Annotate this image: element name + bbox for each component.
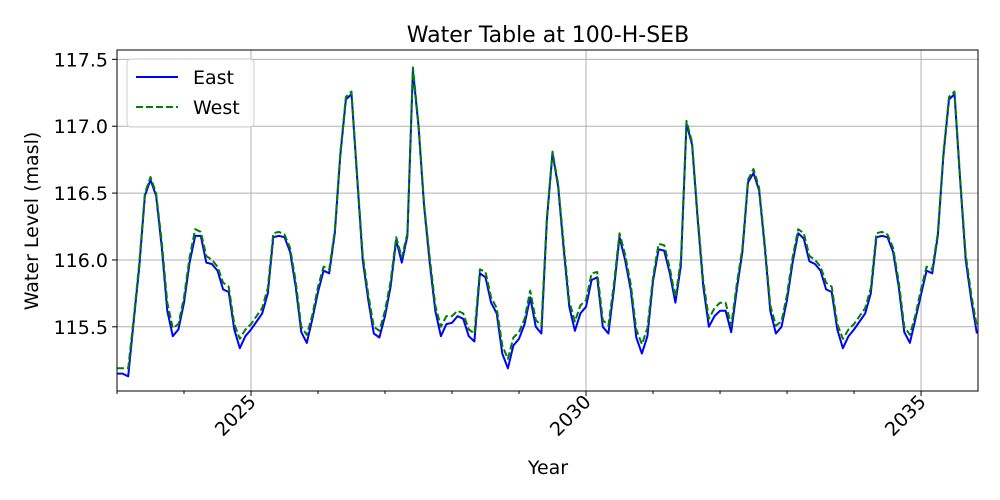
series-layer (117, 66, 978, 378)
x-tick-label: 2025 (211, 391, 261, 441)
x-tick-label: 2035 (881, 391, 931, 441)
series-line-west (117, 66, 978, 370)
legend: East West (126, 58, 255, 128)
y-tick-label: 116.5 (54, 183, 108, 205)
y-axis-label: Water Level (masl) (21, 132, 43, 311)
legend-label-east: East (193, 67, 234, 89)
y-tick-label: 117.5 (54, 49, 108, 71)
legend-label-west: West (193, 97, 240, 119)
axis-ticks: 115.5 116.0 116.5 117.0 117.5 2025 2030 2035 (54, 49, 931, 440)
x-axis-label: Year (527, 457, 568, 479)
x-tick-label: 2030 (546, 391, 596, 441)
y-tick-label: 116.0 (54, 250, 108, 272)
plot-frame (116, 49, 979, 392)
y-tick-label: 115.5 (54, 317, 108, 339)
y-tick-label: 117.0 (54, 116, 108, 138)
chart-title: Water Table at 100-H-SEB (407, 23, 689, 48)
